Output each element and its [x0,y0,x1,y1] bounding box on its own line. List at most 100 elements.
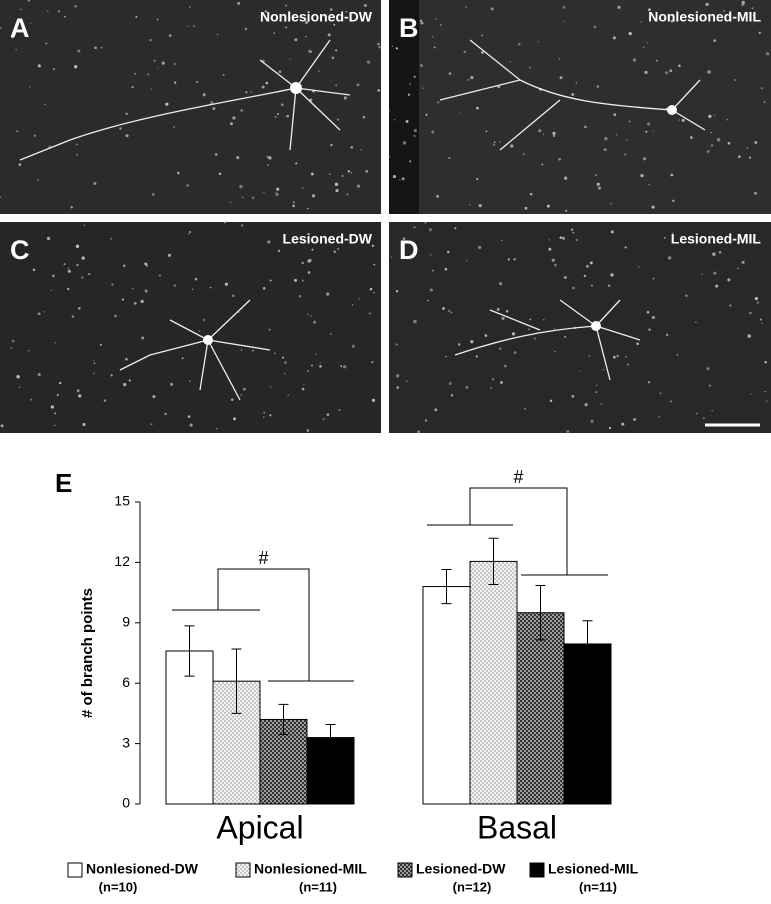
speckle [82,422,86,427]
speckle [292,204,295,208]
speckle [469,203,471,206]
speckle [533,337,536,340]
speckle [610,273,614,277]
speckle [43,311,45,313]
speckle [621,422,625,426]
speckle [436,101,440,104]
speckle [648,8,651,12]
speckle [0,196,1,198]
speckle [563,20,565,23]
speckle [600,403,603,406]
speckle [216,428,218,430]
speckle [77,306,81,310]
speckle [465,385,469,389]
speckle [76,143,78,146]
speckle [268,328,271,331]
speckle [678,64,681,67]
speckle [665,333,669,337]
speckle [571,286,575,290]
speckle [424,221,427,224]
speckle [45,42,48,45]
speckle [343,365,347,369]
legend-n: (n=11) [579,879,617,894]
speckle [476,106,479,110]
speckle [651,205,655,209]
speckle [335,49,338,52]
speckle [27,0,31,2]
speckle [147,73,150,76]
speckle [251,196,255,199]
speckle [336,118,339,121]
speckle [413,129,417,133]
speckle [524,206,528,210]
speckle [617,5,621,9]
speckle [351,304,354,306]
speckle [264,10,268,13]
speckle [189,380,191,382]
speckle [52,68,56,71]
speckle [559,76,563,80]
legend-label: Nonlesioned-DW [86,861,199,877]
speckle [16,130,19,133]
speckle [761,322,763,324]
speckle [93,372,95,375]
speckle [409,160,412,163]
speckle [467,79,469,81]
speckle [501,316,505,320]
speckle [44,104,46,106]
speckle [399,179,401,181]
speckle [322,418,325,421]
speckle [626,363,629,366]
speckle [29,22,32,24]
speckle [616,354,619,358]
speckle [392,174,397,179]
speckle [202,318,206,322]
speckle [447,250,450,254]
speckle [624,246,627,249]
speckle [237,1,241,5]
speckle [465,6,467,8]
speckle [563,275,567,279]
speckle [695,412,698,415]
speckle [481,34,484,37]
speckle [301,279,304,282]
speckle [311,194,316,198]
speckle [318,70,320,72]
speckle [194,277,198,281]
speckle [648,328,651,331]
speckle [669,69,673,73]
speckle [304,20,309,25]
speckle [615,134,618,136]
speckle [554,263,557,267]
speckle [319,364,322,368]
speckle [343,96,347,100]
speckle [562,6,566,9]
speckle [334,182,339,187]
speckle [564,336,567,338]
speckle [192,25,195,27]
speckle [37,178,39,181]
speckle [340,365,343,368]
speckle [758,31,762,34]
speckle [413,75,416,78]
speckle [10,346,13,349]
speckle [287,394,289,396]
speckle [584,403,588,407]
speckle [70,206,73,209]
speckle [125,112,128,116]
speckle [274,116,277,118]
panel-letter: D [399,235,419,265]
speckle [187,25,190,27]
speckle [571,93,575,96]
speckle [88,273,91,276]
speckle [141,336,145,340]
speckle [150,423,153,426]
speckle [37,373,41,377]
speckle [52,274,55,278]
speckle [546,204,550,208]
speckle [47,10,49,12]
speckle [612,36,616,40]
speckle [310,364,314,367]
speckle [594,174,598,177]
speckle [529,318,532,321]
